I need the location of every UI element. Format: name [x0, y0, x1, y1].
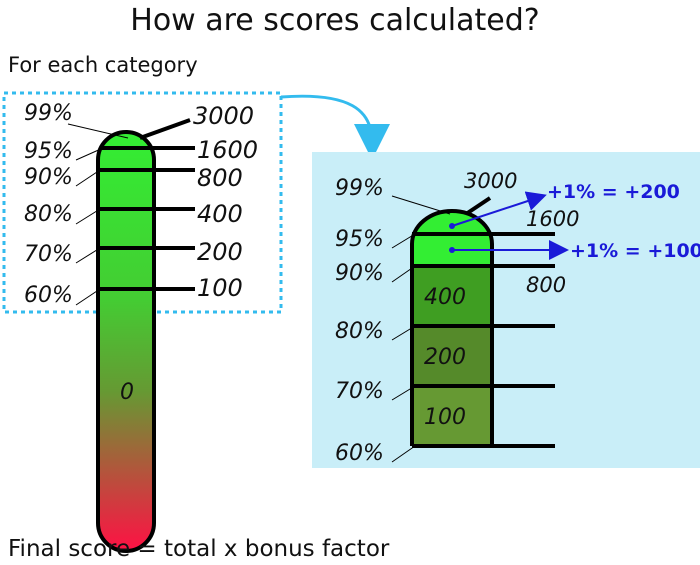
leader-80 [75, 208, 101, 225]
band-label-100: 100 [424, 405, 466, 430]
leader-90 [75, 169, 101, 187]
band-100 [412, 386, 492, 446]
tick-99 [139, 118, 191, 140]
detail-leader-70 [391, 385, 416, 401]
note-arrow-1 [451, 191, 547, 227]
base-score-label: 0 [120, 380, 134, 405]
detail-leader-99 [391, 195, 451, 215]
pct-label-70: 70% [24, 242, 73, 267]
detail-leader-60 [391, 445, 416, 463]
score-label-1600: 1600 [197, 136, 258, 164]
diagram-title: How are scores calculated? [130, 3, 539, 38]
detail-pct-70: 70% [335, 379, 384, 404]
pct-label-99: 99% [24, 101, 73, 126]
pct-label-95: 95% [24, 139, 73, 164]
band-label-400: 400 [424, 285, 466, 310]
detail-panel: 99% 95% 90% 80% 70% 60% 3000 1600 800 40… [312, 152, 700, 468]
band-400 [412, 266, 492, 326]
diagram-subtitle: For each category [8, 53, 198, 77]
detail-pct-80: 80% [335, 319, 384, 344]
thermometer-tube [96, 130, 156, 553]
score-label-3000: 3000 [193, 102, 254, 130]
leader-99 [67, 123, 129, 139]
detail-score-3000: 3000 [464, 169, 517, 193]
detail-score-800: 800 [526, 273, 566, 297]
band-label-200: 200 [424, 345, 466, 370]
detail-background [312, 152, 700, 468]
band-top [412, 211, 492, 266]
note-text-2: +1% = +100 [570, 240, 700, 262]
pct-label-90: 90% [24, 165, 73, 190]
detail-pct-95: 95% [335, 227, 384, 252]
zoom-arrow [280, 94, 390, 160]
score-label-100: 100 [197, 274, 243, 302]
detail-score-1600: 1600 [526, 207, 579, 231]
detail-pct-90: 90% [335, 261, 384, 286]
detail-tick-99 [464, 196, 492, 216]
score-label-800: 800 [197, 164, 243, 192]
pct-label-60: 60% [24, 283, 73, 308]
leader-70 [75, 247, 101, 264]
left-thermometer: 99% 95% 90% 80% 70% 60% 3000 1600 800 40… [24, 101, 258, 553]
detail-pct-60: 60% [335, 441, 384, 466]
detail-pct-99: 99% [335, 176, 384, 201]
detail-leader-90 [391, 265, 416, 283]
band-200 [412, 326, 492, 386]
note-text-1: +1% = +200 [547, 181, 680, 203]
score-label-400: 400 [197, 200, 243, 228]
detail-leader-95 [391, 233, 416, 249]
pct-label-80: 80% [24, 202, 73, 227]
detail-leader-80 [391, 325, 416, 341]
leader-60 [75, 288, 101, 306]
score-label-200: 200 [197, 238, 243, 266]
leader-95 [75, 147, 104, 161]
footer-formula: Final score = total x bonus factor [8, 536, 390, 562]
